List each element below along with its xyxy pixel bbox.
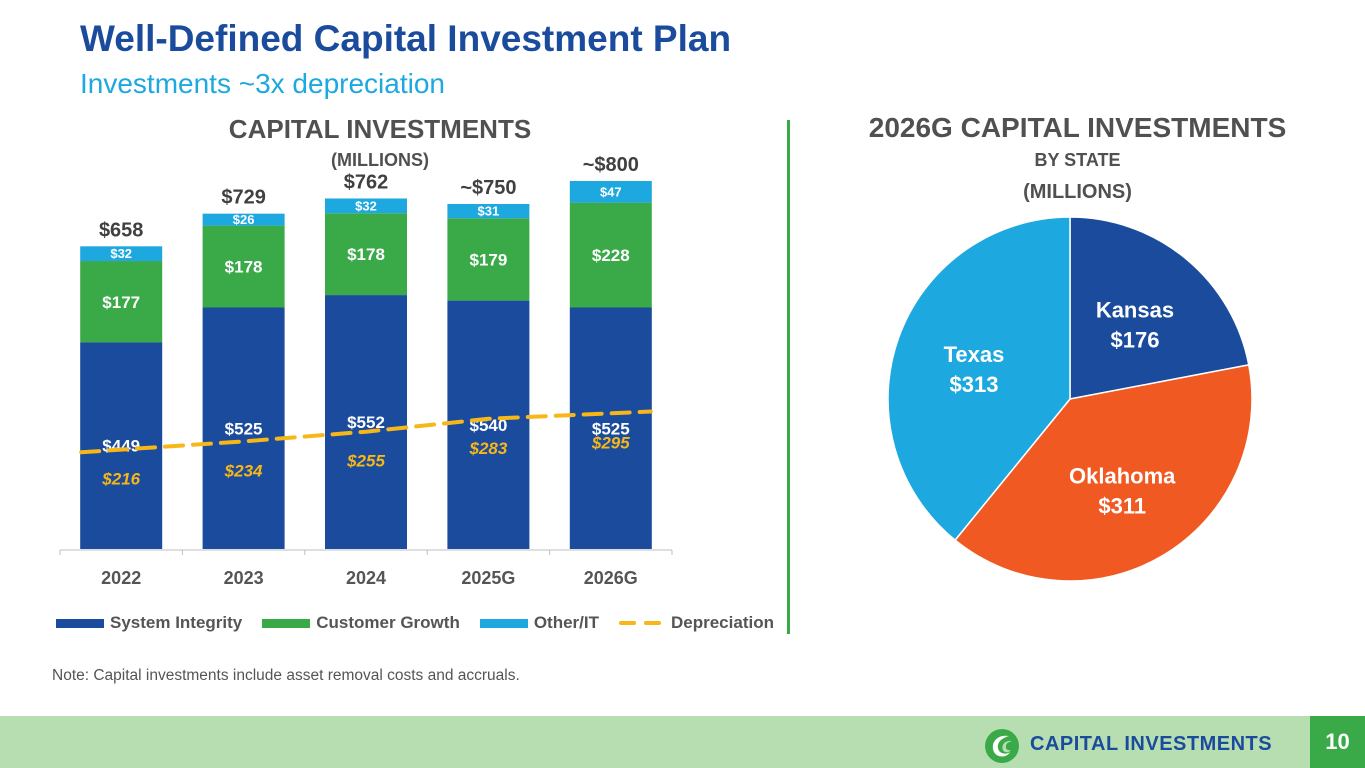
chart-legend: System Integrity Customer Growth Other/I… [56,611,794,635]
legend-swatch-customer-growth [262,618,311,628]
bar-label-system-integrity: $525 [592,419,630,438]
bar-label-customer-growth: $178 [347,245,385,264]
pie-chart-subtitle: BY STATE [1034,150,1121,170]
bar-label-system-integrity: $552 [347,413,385,432]
bar-system-integrity-2023 [202,307,285,549]
bar-total-label: ~$800 [583,154,639,176]
legend-item-depreciation: Depreciation [619,613,774,633]
bar-customer-growth-2026G [569,202,652,308]
bar-label-other-it: $47 [600,184,622,199]
bar-customer-growth-2025G [447,218,530,301]
legend-swatch-other-it [479,618,528,628]
pie-label-kansas-value: $176 [1110,327,1159,352]
depreciation-label: $283 [468,439,507,458]
bar-other-it-2023 [202,213,285,226]
bar-total-label: $658 [99,219,144,241]
bar-label-other-it: $26 [233,212,255,227]
pie-slice-oklahoma [954,364,1253,582]
bar-label-customer-growth: $179 [469,250,507,269]
legend-item-system-integrity: System Integrity [56,613,242,633]
bar-system-integrity-2022 [80,342,163,549]
pie-label-oklahoma-value: $311 [1098,494,1146,519]
bar-total-label: $762 [344,171,389,193]
pie-label-oklahoma-name: Oklahoma [1069,464,1176,489]
bar-system-integrity-2025G [447,300,530,549]
depreciation-label: $255 [346,452,385,471]
pie-chart-title: 2026G CAPITAL INVESTMENTS [868,112,1287,143]
page-subtitle: Investments ~3x depreciation [80,68,445,99]
x-tick-label: 2024 [346,568,386,588]
pie-slice-texas [887,216,1071,542]
x-tick-label: 2026G [584,568,638,588]
bar-label-other-it: $32 [355,198,377,213]
bar-customer-growth-2024 [325,213,407,296]
depreciation-label: $216 [101,470,140,489]
charts-canvas: $449 $177 $32 $658 2022 $216 $525 $178 $26 $729 20… [59,154,1253,588]
x-tick-label: 2025G [461,568,515,588]
bar-label-customer-growth: $177 [102,293,140,312]
legend-item-other-it: Other/IT [479,613,599,633]
bar-system-integrity-2024 [325,295,407,549]
bar-label-system-integrity: $449 [102,437,140,456]
footer-bar [0,716,1365,768]
pie-chart-units: (MILLIONS) [1023,181,1132,203]
bar-other-it-2026G [569,181,652,203]
pie-label-texas-name: Texas [944,342,1005,367]
bar-label-customer-growth: $228 [592,246,630,265]
pie-label-kansas-name: Kansas [1096,297,1174,322]
bar-customer-growth-2022 [80,261,163,343]
bar-label-other-it: $32 [110,246,132,261]
panel-divider [787,120,790,634]
bar-label-system-integrity: $525 [225,419,263,438]
bar-total-label: $729 [221,187,266,209]
bar-other-it-2024 [325,198,407,214]
legend-swatch-system-integrity [56,618,104,628]
legend-label: System Integrity [110,613,243,632]
bar-chart-title: CAPITAL INVESTMENTS [228,114,532,144]
legend-label: Depreciation [671,613,774,632]
bar-chart-subtitle: (MILLIONS) [331,150,429,170]
page-title: Well-Defined Capital Investment Plan [80,18,732,59]
bar-total-label: ~$750 [460,177,516,199]
bar-customer-growth-2023 [202,225,285,308]
depreciation-label: $234 [224,461,263,480]
page-number: 10 [1310,716,1365,768]
bar-label-other-it: $31 [478,204,500,219]
legend-item-customer-growth: Customer Growth [262,613,460,633]
bar-system-integrity-2026G [569,307,652,549]
x-tick-label: 2023 [224,568,264,588]
bar-label-customer-growth: $178 [225,258,263,277]
pie-slice-kansas [1069,216,1250,400]
depreciation-line [79,409,653,455]
pie-label-texas-value: $313 [949,372,998,397]
footer-section-label: CAPITAL INVESTMENTS [1030,733,1273,755]
x-tick-label: 2022 [101,568,141,588]
swirl-logo-icon [985,729,1019,763]
legend-label: Customer Growth [316,613,460,632]
footnote: Note: Capital investments include asset … [52,667,520,684]
legend-label: Other/IT [533,613,599,632]
legend-swatch-depreciation [619,621,661,625]
bar-other-it-2022 [80,246,163,262]
depreciation-label: $295 [591,433,630,452]
bar-other-it-2025G [447,204,530,219]
